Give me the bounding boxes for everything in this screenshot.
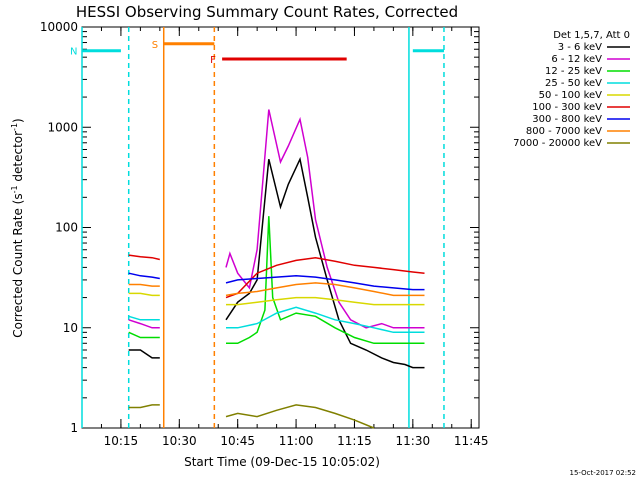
x-axis: 10:15 10:30 10:45 11:00 11:15 11:30 11:45 (100, 27, 489, 448)
series-line (226, 296, 425, 306)
y-axis-label-main: Corrected Count Rate (s (11, 193, 25, 337)
legend-label: 100 - 300 keV (532, 102, 602, 113)
legend-label: 12 - 25 keV (545, 66, 602, 77)
legend-header: Det 1,5,7, Att 0 (553, 30, 630, 41)
legend-label: 25 - 50 keV (545, 78, 602, 89)
x-axis-label: Start Time (09-Dec-15 10:05:02) (184, 455, 380, 469)
legend-label: 50 - 100 keV (539, 90, 603, 101)
y-axis-label: Corrected Count Rate (s-1 detector-1) (10, 118, 25, 337)
y-axis: 1 10 100 1000 10000 (40, 20, 479, 435)
series-line (128, 404, 160, 409)
y-axis-label-mid: detector (11, 131, 25, 186)
flag-layer: N S F (70, 27, 445, 428)
flag-label: F (210, 55, 216, 66)
y-tick-label: 10 (63, 321, 78, 335)
legend-label: 7000 - 20000 keV (513, 138, 602, 149)
series-line (128, 272, 160, 280)
legend-label: 300 - 800 keV (532, 114, 602, 125)
legend-label: 3 - 6 keV (558, 42, 602, 53)
series-line (128, 292, 160, 297)
series-line (128, 349, 160, 359)
timestamp: 15-Oct-2017 02:52 (570, 469, 636, 477)
x-tick-label: 11:15 (337, 434, 372, 448)
x-tick-label: 10:45 (220, 434, 255, 448)
flag-label: N (70, 47, 77, 58)
legend-label: 800 - 7000 keV (526, 126, 602, 137)
series-line (128, 315, 160, 321)
series-line (225, 156, 425, 369)
y-axis-label-end: ) (11, 118, 25, 123)
series-line (225, 282, 425, 297)
series-line (225, 109, 425, 329)
series-line (225, 256, 425, 299)
y-tick-label: 1000 (47, 120, 78, 134)
y-tick-label: 100 (55, 221, 78, 235)
y-tick-label: 1 (70, 421, 78, 435)
x-tick-label: 10:30 (162, 434, 197, 448)
x-tick-label: 11:30 (396, 434, 431, 448)
series-line (128, 283, 160, 287)
x-tick-label: 11:45 (454, 434, 489, 448)
legend-label: 6 - 12 keV (551, 54, 602, 65)
x-tick-label: 11:00 (279, 434, 314, 448)
y-axis-label-sup1: -1 (10, 185, 19, 193)
series-line (128, 254, 160, 261)
y-tick-label: 10000 (40, 20, 78, 34)
series-line (225, 404, 375, 429)
series-layer (128, 109, 425, 429)
chart-title: HESSI Observing Summary Count Rates, Cor… (76, 3, 458, 21)
series-line (128, 319, 160, 329)
series-line (226, 306, 425, 334)
series-line (226, 216, 425, 345)
series-line (128, 331, 160, 339)
x-tick-label: 10:15 (104, 434, 139, 448)
flag-label: S (152, 40, 158, 51)
series-line (225, 275, 425, 291)
y-axis-label-sup2: -1 (10, 123, 19, 131)
